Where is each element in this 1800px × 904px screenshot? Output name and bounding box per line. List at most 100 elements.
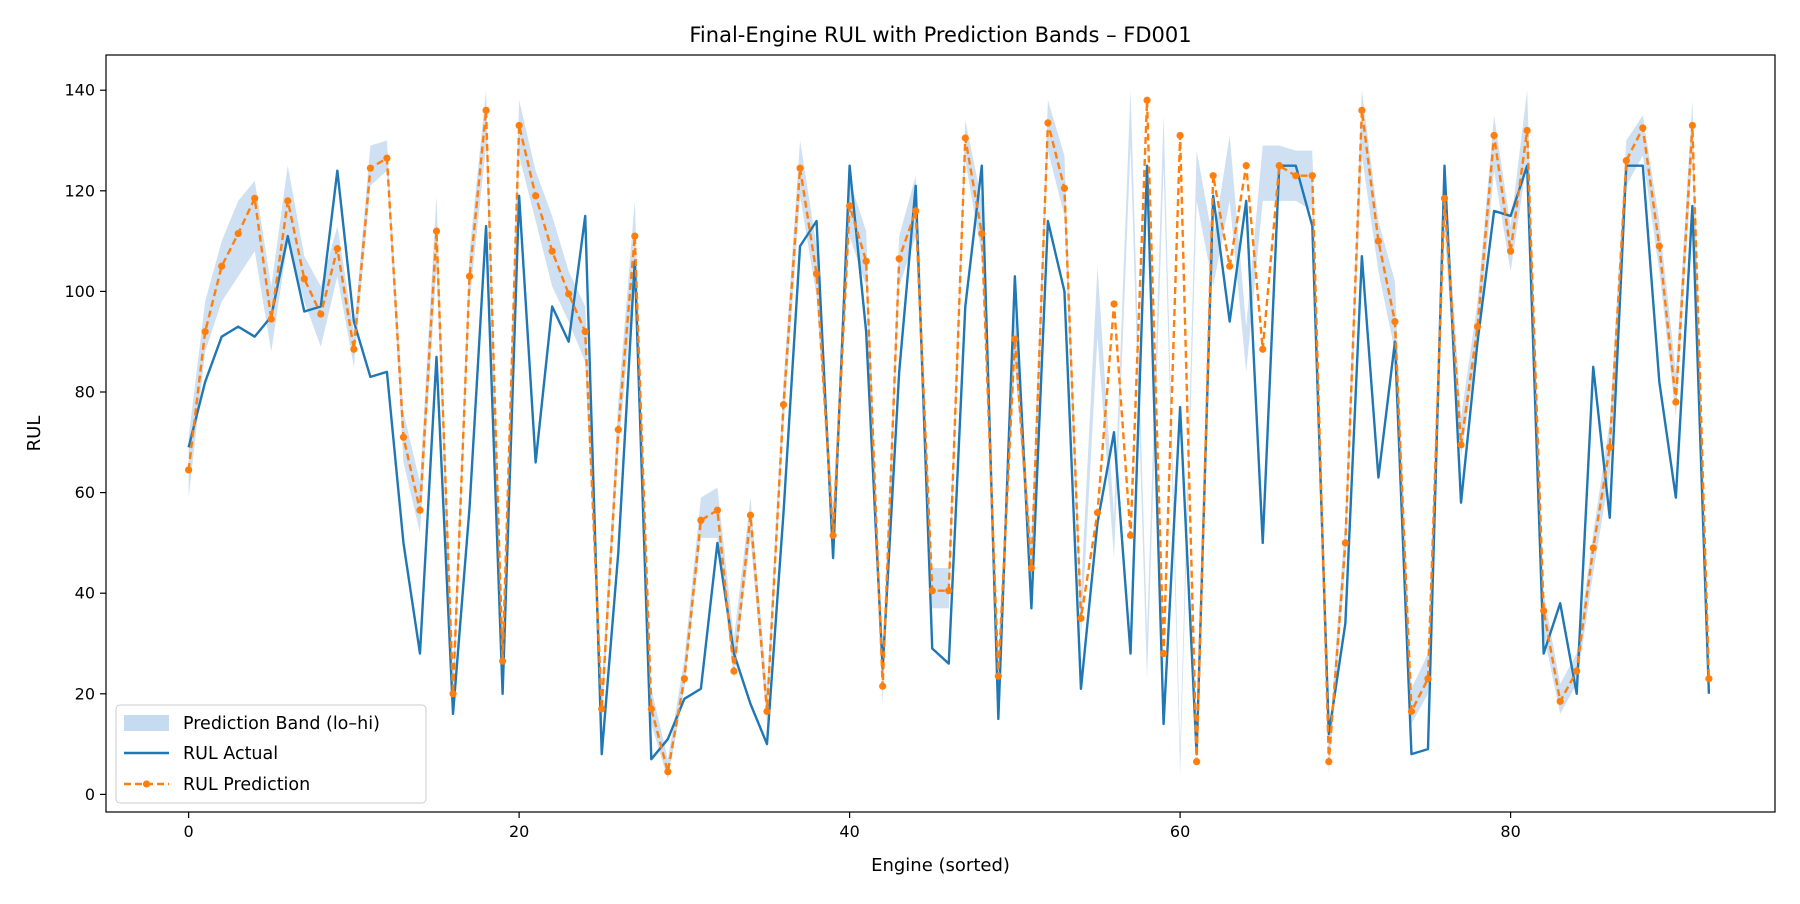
prediction-point bbox=[1044, 119, 1052, 127]
prediction-point bbox=[846, 202, 854, 210]
plot-frame bbox=[105, 54, 1776, 813]
prediction-point bbox=[961, 134, 969, 142]
prediction-point bbox=[449, 690, 457, 698]
prediction-point bbox=[1473, 323, 1482, 331]
prediction-point bbox=[598, 705, 606, 713]
prediction-point bbox=[201, 328, 209, 336]
legend-swatch-band bbox=[124, 715, 169, 731]
legend-marker-prediction bbox=[142, 780, 151, 788]
x-axis-label: Engine (sorted) bbox=[871, 855, 1010, 876]
prediction-point bbox=[978, 229, 986, 238]
y-tick-label: 60 bbox=[75, 483, 95, 502]
prediction-point bbox=[1226, 262, 1234, 270]
prediction-point bbox=[1176, 131, 1184, 140]
prediction-point bbox=[1391, 317, 1399, 326]
prediction-point bbox=[482, 106, 490, 114]
prediction-point bbox=[1655, 242, 1663, 250]
prediction-point bbox=[317, 310, 325, 318]
prediction-point bbox=[432, 227, 441, 235]
prediction-point bbox=[945, 587, 953, 595]
x-tick-label: 40 bbox=[839, 822, 859, 841]
prediction-point bbox=[763, 707, 771, 716]
prediction-point bbox=[829, 531, 837, 539]
prediction-point bbox=[1374, 237, 1383, 245]
prediction-point bbox=[565, 290, 573, 298]
prediction-point bbox=[1209, 172, 1217, 180]
prediction-point bbox=[1259, 345, 1267, 353]
prediction-point bbox=[1407, 707, 1416, 716]
series-line-prediction bbox=[187, 99, 1711, 773]
prediction-point bbox=[1523, 126, 1531, 135]
prediction-point bbox=[1507, 247, 1515, 255]
plot-area bbox=[185, 90, 1713, 780]
prediction-point bbox=[1622, 157, 1630, 165]
prediction-point bbox=[218, 262, 226, 270]
prediction-point bbox=[1540, 607, 1548, 615]
prediction-point bbox=[1027, 564, 1035, 572]
prediction-point bbox=[350, 345, 358, 353]
prediction-point bbox=[1077, 614, 1085, 622]
prediction-point bbox=[1556, 697, 1564, 705]
prediction-point bbox=[664, 768, 672, 776]
prediction-point bbox=[1093, 509, 1102, 517]
prediction-point bbox=[185, 466, 193, 474]
prediction-point bbox=[1143, 96, 1151, 104]
prediction-point bbox=[1193, 758, 1201, 766]
prediction-point bbox=[333, 245, 341, 253]
prediction-point bbox=[1606, 443, 1614, 451]
prediction-point bbox=[812, 270, 821, 278]
y-tick-label: 80 bbox=[75, 383, 95, 402]
prediction-point bbox=[994, 672, 1002, 680]
prediction-point bbox=[1424, 675, 1432, 683]
axes: 0 20 40 60 80 0 20 40 60 80 100 120 140 bbox=[64, 81, 1520, 841]
prediction-point bbox=[1325, 758, 1333, 766]
prediction-point bbox=[713, 506, 722, 514]
legend-label-band: Prediction Band (lo–hi) bbox=[183, 714, 380, 734]
y-axis-label: RUL bbox=[24, 416, 45, 452]
prediction-point bbox=[416, 506, 424, 514]
prediction-point bbox=[1126, 531, 1135, 539]
prediction-point bbox=[1440, 194, 1449, 202]
prediction-point bbox=[399, 433, 408, 441]
prediction-point bbox=[366, 164, 374, 172]
prediction-point bbox=[383, 154, 391, 162]
series-line-actual bbox=[187, 164, 1711, 761]
prediction-point bbox=[680, 675, 688, 683]
prediction-point bbox=[912, 207, 920, 215]
prediction-point bbox=[647, 705, 655, 713]
x-tick-label: 60 bbox=[1170, 822, 1190, 841]
prediction-point bbox=[1292, 172, 1300, 180]
prediction-point bbox=[532, 192, 540, 200]
x-tick-label: 0 bbox=[184, 822, 194, 841]
prediction-point bbox=[1672, 398, 1680, 406]
prediction-point bbox=[1705, 675, 1713, 683]
prediction-point bbox=[1242, 162, 1250, 170]
legend-box bbox=[115, 704, 427, 804]
prediction-point bbox=[1060, 184, 1069, 192]
prediction-point bbox=[1688, 121, 1696, 130]
prediction-point bbox=[515, 121, 523, 130]
y-tick-label: 140 bbox=[64, 81, 95, 100]
legend: Prediction Band (lo–hi) RUL Actual RUL P… bbox=[115, 704, 427, 804]
x-tick-label: 20 bbox=[509, 822, 529, 841]
y-tick-label: 0 bbox=[85, 785, 95, 804]
prediction-point bbox=[498, 657, 507, 665]
prediction-point bbox=[1011, 335, 1019, 343]
prediction-point bbox=[779, 400, 788, 409]
prediction-point bbox=[697, 516, 705, 524]
x-tick-label: 80 bbox=[1500, 822, 1520, 841]
prediction-point bbox=[796, 164, 804, 172]
y-tick-label: 20 bbox=[75, 684, 95, 703]
prediction-point bbox=[614, 426, 622, 434]
y-tick-label: 100 bbox=[64, 282, 95, 301]
prediction-point bbox=[1490, 131, 1498, 140]
prediction-point bbox=[251, 194, 259, 202]
prediction-point bbox=[1639, 124, 1647, 132]
prediction-point bbox=[1341, 539, 1349, 547]
prediction-point bbox=[548, 247, 556, 255]
prediction-point bbox=[730, 667, 738, 675]
prediction-point bbox=[746, 511, 755, 519]
prediction-point bbox=[1159, 649, 1168, 658]
